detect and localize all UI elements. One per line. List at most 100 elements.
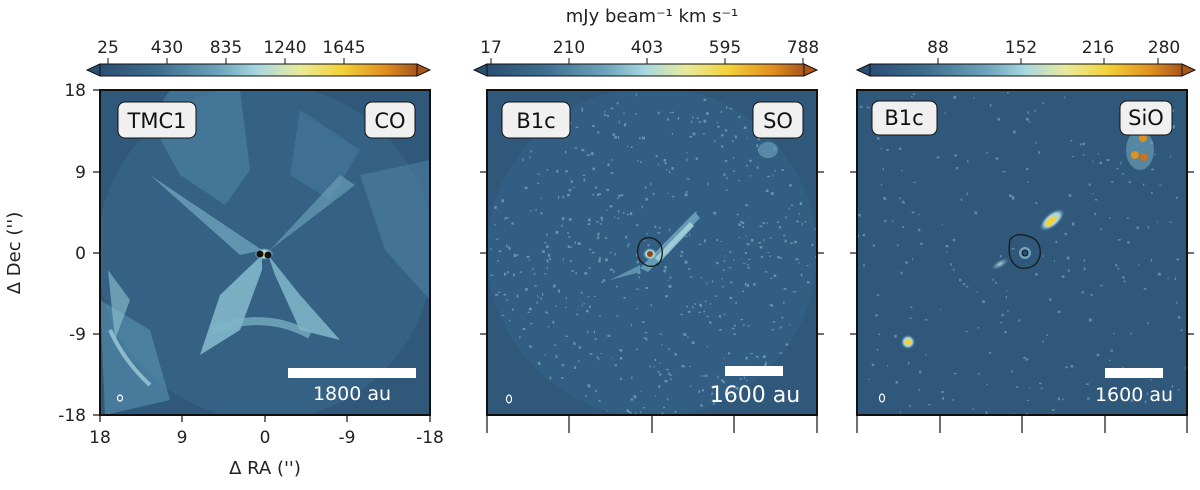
noise-speckle: [664, 162, 667, 165]
noise-speckle: [1192, 391, 1194, 393]
noise-speckle: [1071, 222, 1075, 226]
noise-speckle: [1110, 349, 1113, 352]
noise-speckle: [606, 188, 610, 191]
noise-speckle: [788, 207, 790, 210]
noise-speckle: [1053, 260, 1055, 262]
noise-speckle: [1167, 277, 1169, 280]
noise-speckle: [966, 285, 969, 288]
noise-speckle: [599, 257, 601, 260]
noise-speckle: [842, 353, 844, 355]
noise-speckle: [950, 263, 952, 266]
noise-speckle: [793, 291, 797, 293]
noise-speckle: [967, 451, 969, 454]
noise-speckle: [1088, 183, 1091, 186]
noise-speckle: [757, 138, 760, 141]
noise-speckle: [1023, 356, 1025, 359]
noise-speckle: [674, 410, 677, 413]
noise-speckle: [703, 310, 706, 313]
noise-speckle: [570, 180, 573, 183]
noise-speckle: [1009, 194, 1012, 198]
noise-speckle: [1002, 171, 1006, 173]
noise-speckle: [607, 334, 611, 337]
noise-speckle: [1189, 195, 1191, 196]
noise-speckle: [882, 167, 884, 171]
colorbar-3-tick: 280: [1148, 38, 1180, 58]
noise-speckle: [706, 315, 709, 317]
noise-speckle: [951, 424, 952, 426]
noise-speckle: [871, 363, 875, 367]
noise-speckle: [600, 216, 603, 220]
noise-speckle: [750, 353, 753, 355]
colorbar-3-tick: 152: [1005, 38, 1037, 58]
noise-speckle: [658, 227, 661, 229]
noise-speckle: [896, 244, 899, 247]
noise-speckle: [716, 121, 718, 124]
noise-speckle: [555, 231, 559, 234]
noise-speckle: [646, 232, 648, 235]
noise-speckle: [630, 323, 632, 327]
noise-speckle: [806, 281, 810, 284]
noise-speckle: [946, 466, 948, 467]
noise-speckle: [589, 248, 592, 251]
noise-speckle: [1147, 322, 1149, 325]
noise-speckle: [588, 267, 591, 269]
noise-speckle: [850, 277, 852, 279]
noise-speckle: [759, 225, 763, 227]
noise-speckle: [505, 217, 509, 219]
noise-speckle: [533, 273, 536, 275]
noise-speckle: [699, 303, 702, 307]
noise-speckle: [1176, 258, 1179, 261]
noise-speckle: [571, 270, 574, 272]
colorbar-2-tick: 210: [553, 38, 585, 58]
noise-speckle: [1156, 393, 1158, 395]
noise-speckle: [746, 137, 748, 139]
noise-speckle: [999, 322, 1003, 324]
noise-speckle: [1035, 202, 1037, 204]
noise-speckle: [670, 374, 673, 376]
noise-speckle: [640, 390, 642, 392]
noise-speckle: [823, 197, 825, 198]
noise-speckle: [751, 238, 754, 242]
noise-speckle: [586, 154, 590, 156]
noise-speckle: [495, 238, 499, 240]
noise-speckle: [744, 252, 747, 254]
y-tick: 0: [75, 244, 86, 264]
noise-speckle: [619, 349, 623, 352]
noise-speckle: [598, 399, 601, 402]
noise-speckle: [700, 404, 703, 407]
noise-speckle: [663, 159, 666, 162]
noise-speckle: [976, 291, 978, 293]
noise-speckle: [767, 252, 770, 254]
noise-speckle: [494, 223, 496, 226]
noise-speckle: [565, 170, 568, 173]
noise-speckle: [594, 338, 597, 340]
noise-speckle: [954, 154, 957, 157]
noise-speckle: [609, 205, 613, 208]
noise-speckle: [777, 221, 779, 223]
noise-speckle: [1126, 217, 1129, 219]
noise-speckle: [615, 285, 618, 288]
noise-speckle: [872, 244, 875, 247]
noise-speckle: [544, 273, 547, 275]
noise-speckle: [723, 260, 726, 262]
noise-speckle: [587, 295, 590, 297]
noise-speckle: [1068, 194, 1072, 197]
noise-speckle: [875, 314, 878, 317]
noise-speckle: [729, 296, 733, 300]
noise-speckle: [629, 212, 633, 216]
noise-speckle: [1190, 191, 1193, 194]
noise-speckle: [1091, 448, 1094, 450]
colorbar-2-tick: 788: [787, 38, 819, 58]
noise-speckle: [842, 202, 844, 204]
noise-speckle: [739, 378, 742, 380]
noise-speckle: [1081, 445, 1083, 447]
noise-speckle: [617, 217, 620, 220]
noise-speckle: [654, 225, 657, 228]
noise-speckle: [618, 194, 621, 197]
noise-speckle: [583, 303, 586, 305]
noise-speckle: [1096, 353, 1100, 357]
noise-speckle: [993, 82, 995, 85]
noise-speckle: [561, 224, 563, 227]
noise-speckle: [698, 390, 701, 394]
noise-speckle: [596, 356, 598, 359]
